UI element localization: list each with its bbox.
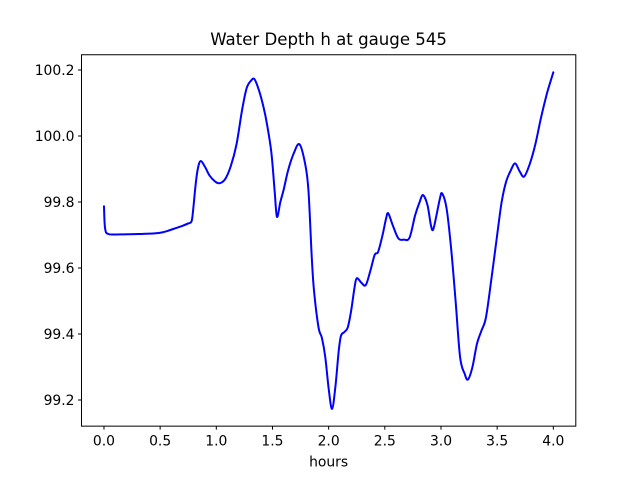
x-tick-label: 2.5	[374, 434, 396, 450]
x-tick-label: 3.0	[430, 434, 452, 450]
x-axis-label: hours	[309, 455, 348, 471]
y-axis-ticks: 99.2 99.4 99.6 99.8 100.0 100.2	[35, 63, 82, 409]
x-tick-label: 2.0	[318, 434, 340, 450]
y-tick-label: 99.6	[44, 261, 75, 277]
y-tick-label: 100.2	[35, 63, 75, 79]
x-tick-label: 4.0	[542, 434, 564, 450]
depth-line-series	[102, 71, 555, 410]
plot-area	[81, 54, 576, 427]
chart-title: Water Depth h at gauge 545	[210, 30, 447, 49]
x-tick-label: 1.5	[261, 434, 283, 450]
x-axis-ticks: 0.0 0.5 1.0 1.5 2.0 2.5 3.0 3.5 4.0	[93, 426, 564, 450]
y-tick-label: 99.2	[44, 393, 75, 409]
y-tick-label: 99.4	[44, 327, 75, 343]
y-tick-label: 99.8	[44, 195, 75, 211]
plot-border	[81, 54, 577, 427]
x-tick-label: 0.0	[93, 434, 115, 450]
x-tick-label: 0.5	[149, 434, 171, 450]
y-tick-label: 100.0	[35, 129, 75, 145]
x-tick-label: 1.0	[205, 434, 227, 450]
x-tick-label: 3.5	[486, 434, 508, 450]
